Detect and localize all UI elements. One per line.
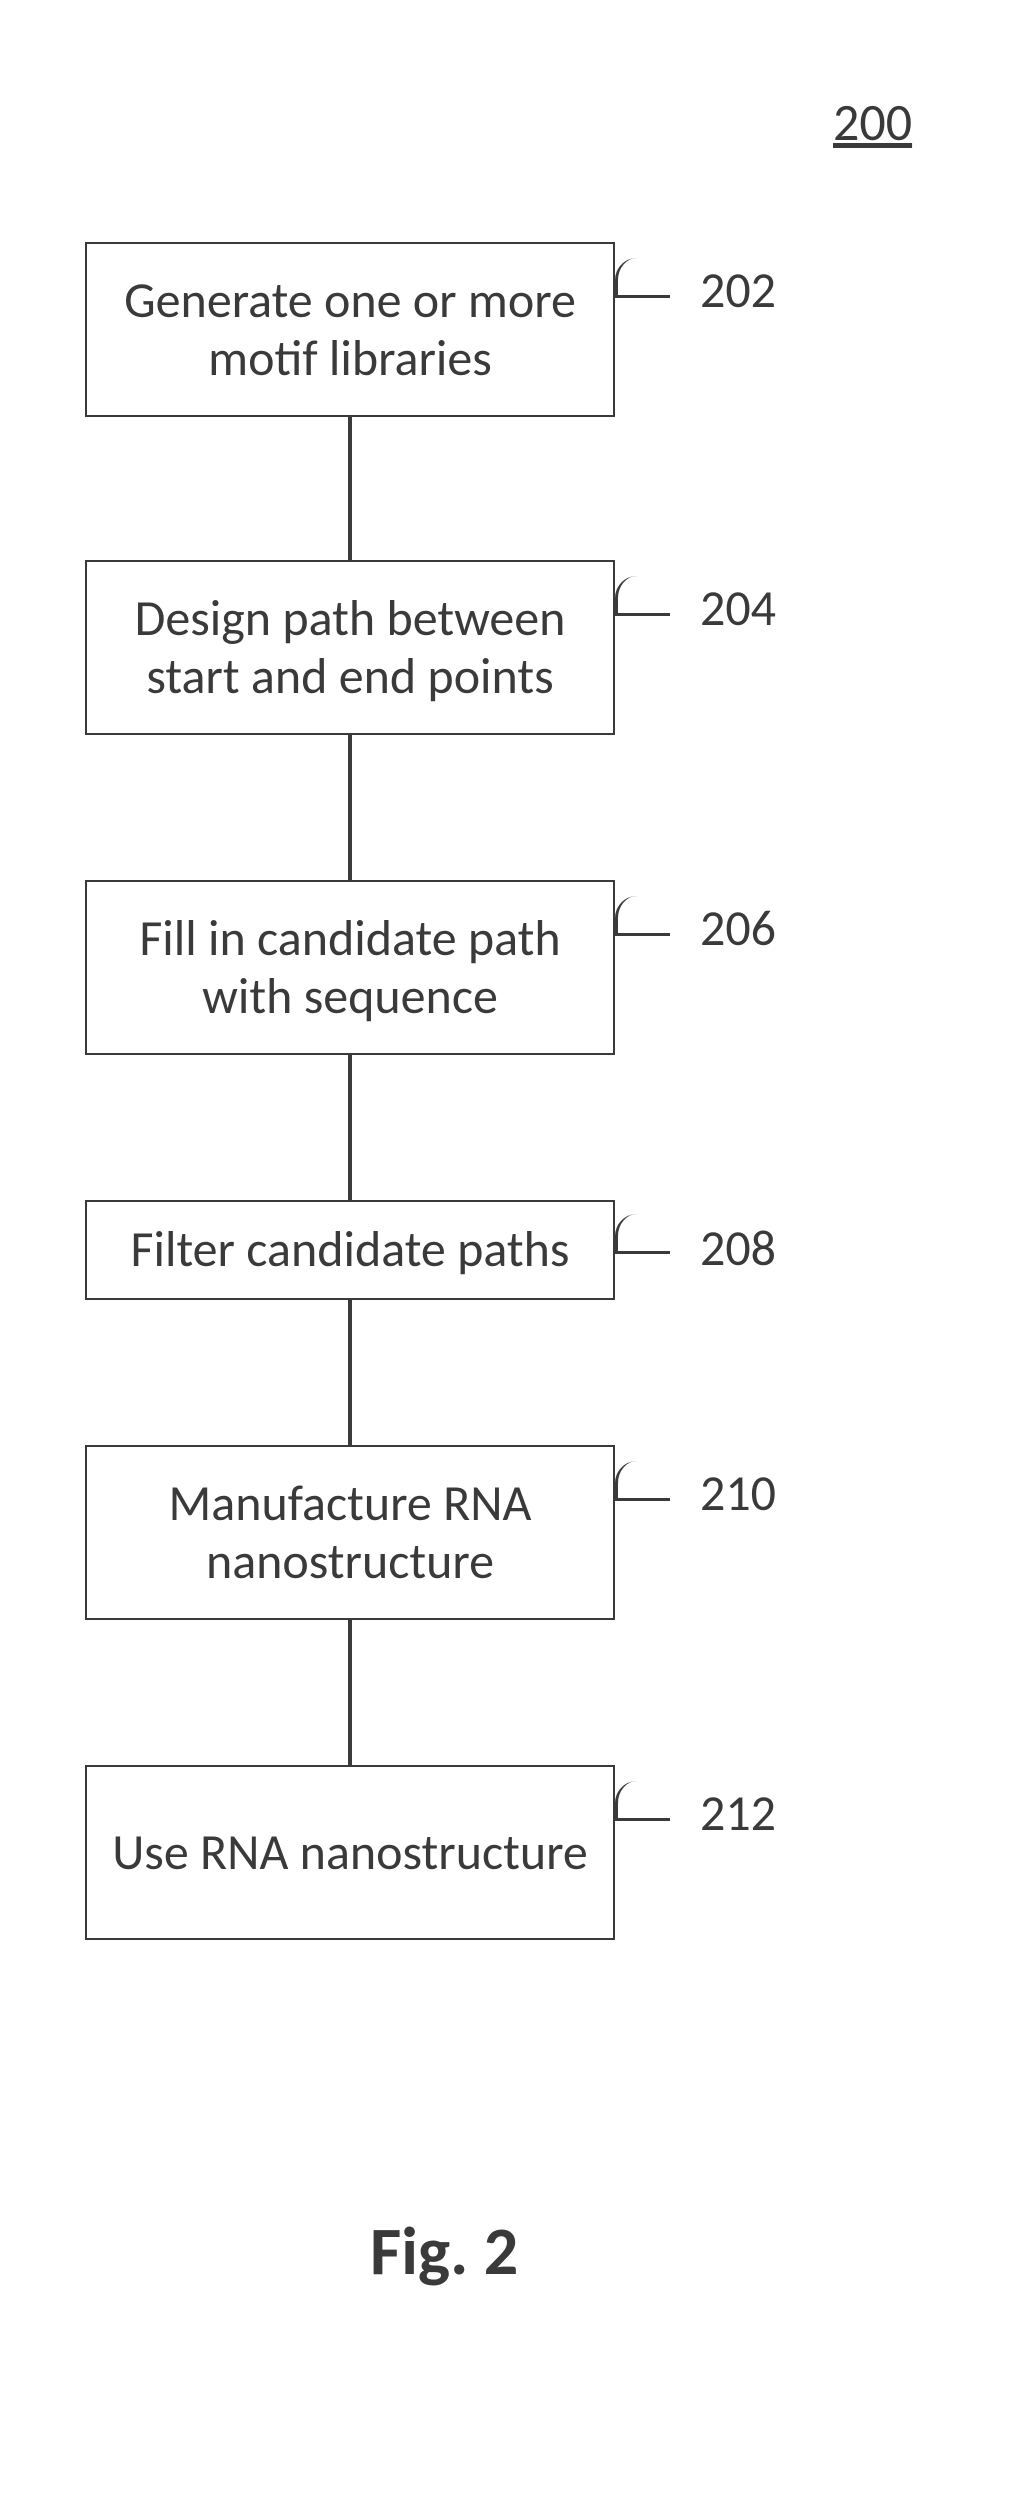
step-box-208: Filter candidate paths [85, 1200, 615, 1300]
step-box-210: Manufacture RNA nanostructure [85, 1445, 615, 1620]
step-text: Use RNA nanostructure [112, 1824, 588, 1882]
step-text: Generate one or more motif libraries [103, 272, 597, 387]
connector [348, 735, 352, 880]
step-label-210: 210 [700, 1463, 776, 1524]
leader-tick [615, 896, 670, 936]
connector [348, 1055, 352, 1200]
connector [348, 1300, 352, 1445]
step-text: Fill in candidate path with sequence [103, 910, 597, 1025]
leader-tick [615, 1461, 670, 1501]
step-label-206: 206 [700, 898, 776, 959]
step-box-204: Design path between start and end points [85, 560, 615, 735]
flowchart-canvas: 200 Generate one or more motif libraries… [0, 0, 1021, 2493]
step-label-208: 208 [700, 1218, 776, 1279]
figure-caption: Fig. 2 [370, 2210, 518, 2293]
leader-tick [615, 576, 670, 616]
step-box-212: Use RNA nanostructure [85, 1765, 615, 1940]
connector [348, 417, 352, 560]
step-box-206: Fill in candidate path with sequence [85, 880, 615, 1055]
step-text: Design path between start and end points [103, 590, 597, 705]
step-label-212: 212 [700, 1783, 776, 1844]
leader-tick [615, 1214, 670, 1254]
leader-tick [615, 258, 670, 298]
leader-tick [615, 1781, 670, 1821]
step-label-204: 204 [700, 578, 776, 639]
figure-number: 200 [833, 90, 912, 154]
step-text: Manufacture RNA nanostructure [103, 1475, 597, 1590]
step-label-202: 202 [700, 260, 776, 321]
step-box-202: Generate one or more motif libraries [85, 242, 615, 417]
step-text: Filter candidate paths [131, 1221, 570, 1279]
connector [348, 1620, 352, 1765]
